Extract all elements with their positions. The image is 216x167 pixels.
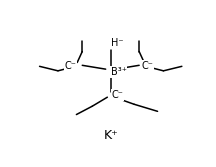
Text: C⁻: C⁻ — [142, 61, 154, 71]
Text: K⁺: K⁺ — [103, 129, 118, 142]
Text: H⁻: H⁻ — [111, 38, 123, 48]
Text: C⁻: C⁻ — [65, 61, 76, 71]
Text: C⁻: C⁻ — [111, 90, 123, 100]
Text: B³⁺: B³⁺ — [111, 67, 127, 77]
